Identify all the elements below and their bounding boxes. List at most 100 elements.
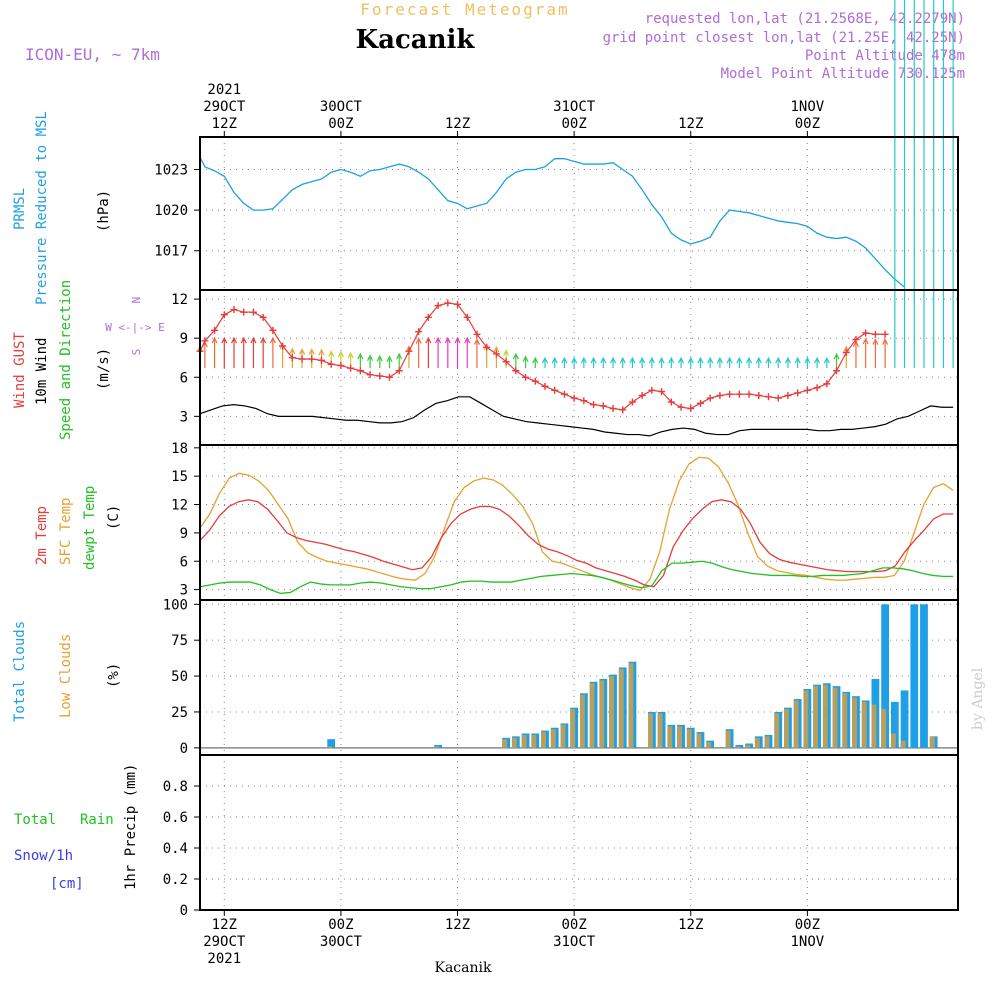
wind-ytick-label: 12	[171, 292, 188, 308]
temperature-ytick-label: 9	[180, 526, 188, 542]
chart-title: Forecast Meteogram	[360, 0, 569, 19]
bottom-time-label: 00Z	[795, 917, 820, 933]
location-title: Kacanik	[356, 25, 476, 55]
precip-label-snow: Snow/1h	[14, 848, 73, 864]
wind-arrowhead	[503, 349, 510, 356]
wind-arrowhead	[376, 354, 383, 362]
wind-arrowhead	[639, 356, 646, 364]
gust-marker	[726, 390, 734, 398]
bottom-time-label: 00Z	[328, 917, 353, 933]
wind-arrowhead	[386, 355, 393, 362]
gust-marker	[288, 354, 296, 362]
wind-arrowhead	[318, 348, 325, 356]
wind-label-gust: Wind GUST	[12, 332, 28, 408]
wind-arrowhead	[221, 336, 228, 344]
gust-marker	[454, 300, 462, 308]
wind-arrowhead	[444, 336, 451, 344]
gust-marker	[220, 311, 228, 319]
top-time-label: 2021	[207, 82, 241, 98]
gust-marker	[803, 386, 811, 394]
wind-arrowhead	[794, 356, 801, 364]
low-cloud-bar	[822, 684, 828, 748]
top-time-label: 31OCT	[553, 99, 596, 115]
gust-marker	[366, 371, 374, 379]
gust-marker	[687, 405, 695, 413]
gust-marker	[327, 360, 335, 368]
low-cloud-bar	[929, 736, 935, 748]
wind-arrowhead	[862, 337, 869, 345]
total-cloud-bar	[910, 604, 919, 748]
gust-marker	[842, 349, 850, 357]
top-time-label: 00Z	[795, 116, 820, 132]
gust-marker	[201, 337, 209, 345]
gust-marker	[279, 342, 287, 350]
low-cloud-bar	[677, 726, 683, 748]
low-cloud-bar	[560, 724, 566, 748]
gust-marker	[580, 397, 588, 405]
wind-arrowhead	[755, 356, 762, 364]
low-cloud-bar	[618, 668, 624, 748]
wind-arrowhead	[775, 356, 782, 364]
gust-marker	[551, 386, 559, 394]
gust-marker	[590, 401, 598, 409]
temp2m-line	[199, 499, 954, 588]
wind-label-10m: 10m Wind	[34, 338, 50, 405]
wind-arrowhead	[299, 348, 306, 355]
precip-label-total: Total	[14, 812, 56, 828]
wind-arrowhead	[716, 356, 723, 364]
wind-arrowhead	[736, 356, 743, 364]
low-cloud-bar	[511, 737, 517, 748]
wind-arrowhead	[687, 356, 694, 364]
wind-unit: (m/s)	[96, 348, 112, 390]
pressure-ytick-label: 1023	[154, 162, 188, 178]
low-cloud-bar	[589, 683, 595, 748]
compass-north: N	[130, 297, 143, 304]
wind-arrowhead	[396, 352, 403, 360]
gust-marker	[813, 384, 821, 392]
gust-marker	[240, 308, 248, 316]
wind-arrowhead	[337, 350, 344, 358]
gust-marker	[386, 373, 393, 381]
clouds-ytick-label: 50	[171, 669, 188, 685]
total-cloud-bar	[434, 744, 442, 748]
gust-marker	[774, 394, 782, 402]
watermark: by Angel	[970, 667, 986, 730]
wind-arrowhead	[648, 356, 655, 364]
low-cloud-bar	[657, 713, 663, 748]
gust-marker	[424, 313, 432, 321]
gust-marker	[376, 372, 384, 380]
model-altitude: Model Point Altitude 730.125m	[721, 66, 965, 82]
precip-ylabel: 1hr Precip (mm)	[123, 764, 139, 890]
gust-marker	[502, 358, 510, 366]
gust-marker	[619, 406, 627, 414]
wind-arrowhead	[512, 352, 519, 360]
pressure-label-2: Pressure Reduced to MSL	[34, 111, 50, 305]
wind-arrowhead	[658, 356, 665, 364]
wind-arrowhead	[464, 336, 471, 344]
gust-marker	[570, 394, 578, 402]
gust-marker	[677, 403, 685, 411]
pressure-ytick-label: 1017	[154, 244, 188, 260]
temperature-ytick-label: 3	[180, 583, 188, 599]
low-cloud-bar	[550, 729, 556, 748]
gust-marker	[531, 377, 539, 385]
wind-ytick-label: 9	[180, 331, 188, 347]
gust-marker	[638, 392, 646, 400]
gust-marker	[405, 347, 413, 355]
top-time-label: 30OCT	[320, 99, 363, 115]
low-cloud-bar	[327, 746, 333, 748]
clouds-ytick-label: 25	[171, 705, 188, 721]
low-cloud-bar	[813, 686, 819, 748]
wind-arrowhead	[357, 352, 364, 360]
precip-ytick-label: 0.8	[163, 779, 188, 795]
wind-arrowhead	[600, 356, 607, 364]
bottom-time-label: 00Z	[561, 917, 586, 933]
temperature-ytick-label: 12	[171, 498, 188, 514]
low-cloud-bar	[871, 704, 877, 748]
precip-frame	[199, 754, 959, 911]
bottom-time-label: 2021	[207, 951, 241, 967]
wind-frame	[199, 289, 959, 446]
gust-marker	[628, 398, 636, 406]
